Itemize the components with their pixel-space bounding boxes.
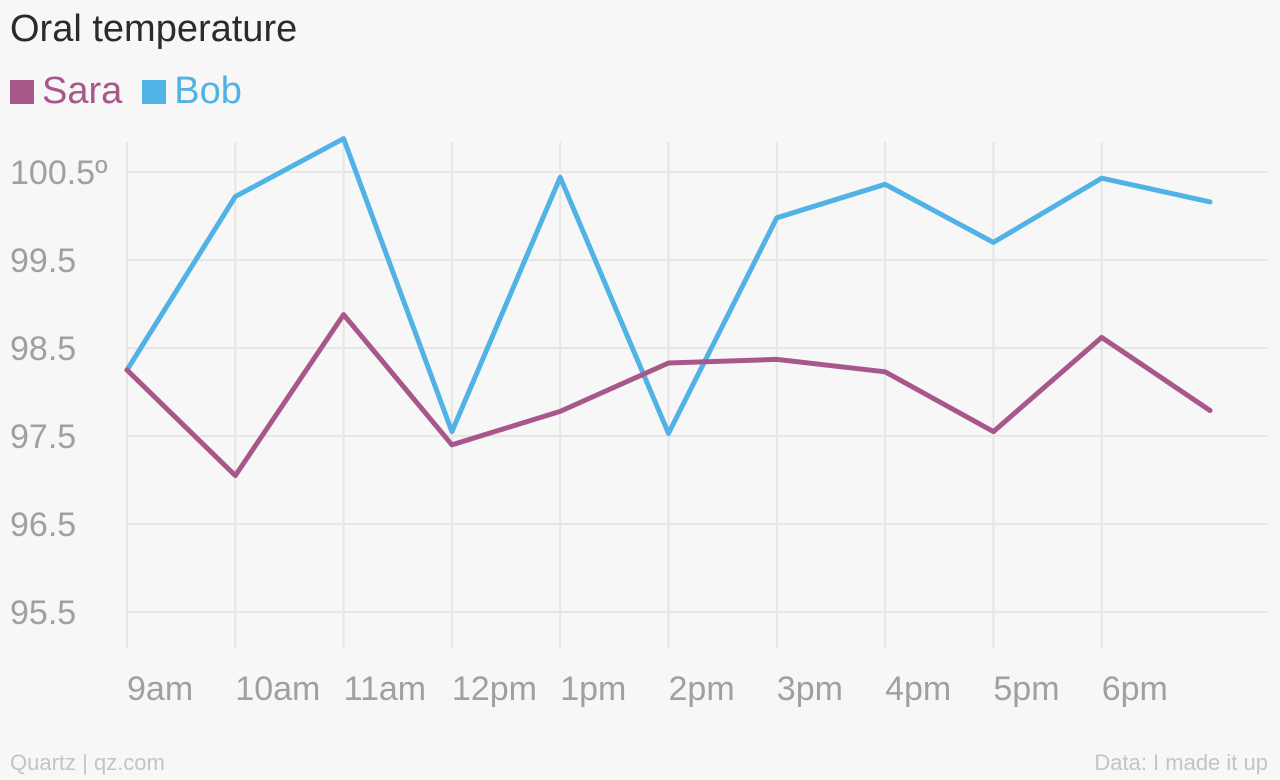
y-axis-tick-labels: 100.5º 99.5 98.5 97.5 96.5 95.5 <box>10 154 108 632</box>
x-axis-tick-labels: 9am 10am 11am 12pm 1pm 2pm 3pm 4pm 5pm 6pm <box>127 670 1168 708</box>
vertical-gridlines <box>126 142 1103 648</box>
chart-title: Oral temperature <box>10 8 298 50</box>
y-tick-label: 99.5 <box>10 242 76 280</box>
series-line-bob <box>124 136 1213 436</box>
x-tick-label: 1pm <box>560 670 626 708</box>
series-line-sara <box>124 312 1213 479</box>
legend-swatch-sara <box>10 79 34 104</box>
x-tick-label: 3pm <box>777 670 843 708</box>
y-tick-label: 97.5 <box>10 418 76 456</box>
chart-legend: Sara Bob <box>10 70 262 113</box>
y-tick-label: 96.5 <box>10 506 76 544</box>
footer-data-note: Data: I made it up <box>1094 750 1268 775</box>
x-tick-label: 5pm <box>993 670 1059 708</box>
legend-item-bob: Bob <box>142 70 242 113</box>
legend-label-bob: Bob <box>174 70 242 112</box>
horizontal-gridlines <box>127 171 1268 613</box>
y-tick-label: 100.5º <box>10 154 108 192</box>
footer-source: Quartz | qz.com <box>10 750 165 775</box>
series-lines <box>124 136 1213 479</box>
x-tick-label: 2pm <box>669 670 735 708</box>
x-tick-label: 12pm <box>452 670 537 708</box>
x-tick-label: 4pm <box>885 670 951 708</box>
legend-item-sara: Sara <box>10 70 122 113</box>
y-tick-label: 95.5 <box>10 594 76 632</box>
x-tick-label: 10am <box>235 670 320 708</box>
x-tick-label: 6pm <box>1102 670 1168 708</box>
legend-label-sara: Sara <box>42 70 123 112</box>
legend-swatch-bob <box>142 79 167 104</box>
y-tick-label: 98.5 <box>10 330 76 368</box>
x-tick-label: 11am <box>344 670 427 708</box>
x-tick-label: 9am <box>127 670 193 708</box>
